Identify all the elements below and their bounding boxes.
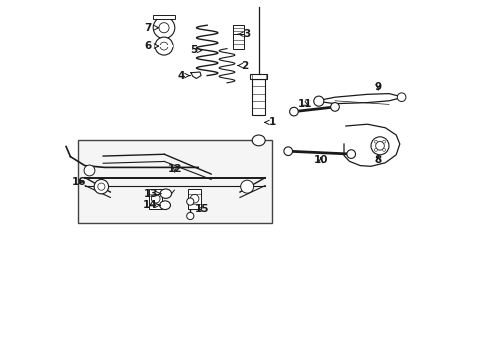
Text: 13: 13: [144, 189, 161, 199]
Circle shape: [331, 103, 339, 111]
Text: 4: 4: [177, 71, 190, 81]
Bar: [188, 189, 201, 209]
Bar: [78, 140, 272, 223]
Bar: [155, 45, 173, 47]
Bar: [153, 15, 175, 19]
Text: 1: 1: [265, 117, 275, 127]
Circle shape: [151, 194, 160, 203]
Bar: [250, 74, 268, 79]
Text: 8: 8: [374, 155, 382, 165]
Circle shape: [187, 212, 194, 220]
Circle shape: [284, 147, 293, 156]
Circle shape: [290, 107, 298, 116]
Text: 12: 12: [168, 164, 182, 174]
Bar: [233, 25, 244, 34]
Circle shape: [374, 148, 377, 151]
Bar: [252, 79, 265, 115]
Bar: [149, 189, 162, 209]
Text: 7: 7: [144, 23, 159, 33]
Circle shape: [155, 37, 173, 55]
Circle shape: [241, 180, 254, 193]
Text: 9: 9: [375, 82, 382, 92]
Circle shape: [383, 148, 386, 151]
Circle shape: [347, 150, 356, 158]
Text: 16: 16: [72, 177, 87, 187]
Text: 3: 3: [238, 29, 251, 39]
Bar: [233, 34, 244, 49]
Text: 11: 11: [297, 99, 312, 109]
Ellipse shape: [252, 135, 265, 146]
Text: 14: 14: [143, 200, 160, 210]
Circle shape: [94, 180, 109, 194]
Circle shape: [190, 194, 199, 203]
Circle shape: [159, 23, 169, 33]
Circle shape: [160, 42, 168, 50]
Text: 2: 2: [238, 60, 248, 71]
Circle shape: [397, 93, 406, 102]
Ellipse shape: [160, 189, 172, 198]
Circle shape: [84, 165, 95, 176]
Circle shape: [98, 183, 105, 190]
Circle shape: [376, 141, 384, 150]
Ellipse shape: [160, 201, 171, 210]
Text: 6: 6: [144, 41, 159, 51]
Circle shape: [187, 198, 194, 205]
Text: 15: 15: [196, 204, 210, 214]
Circle shape: [314, 96, 324, 106]
Text: 5: 5: [190, 45, 202, 55]
Circle shape: [383, 140, 386, 143]
Circle shape: [153, 17, 175, 39]
Circle shape: [371, 137, 389, 155]
Circle shape: [374, 140, 377, 143]
Text: 10: 10: [313, 155, 328, 165]
